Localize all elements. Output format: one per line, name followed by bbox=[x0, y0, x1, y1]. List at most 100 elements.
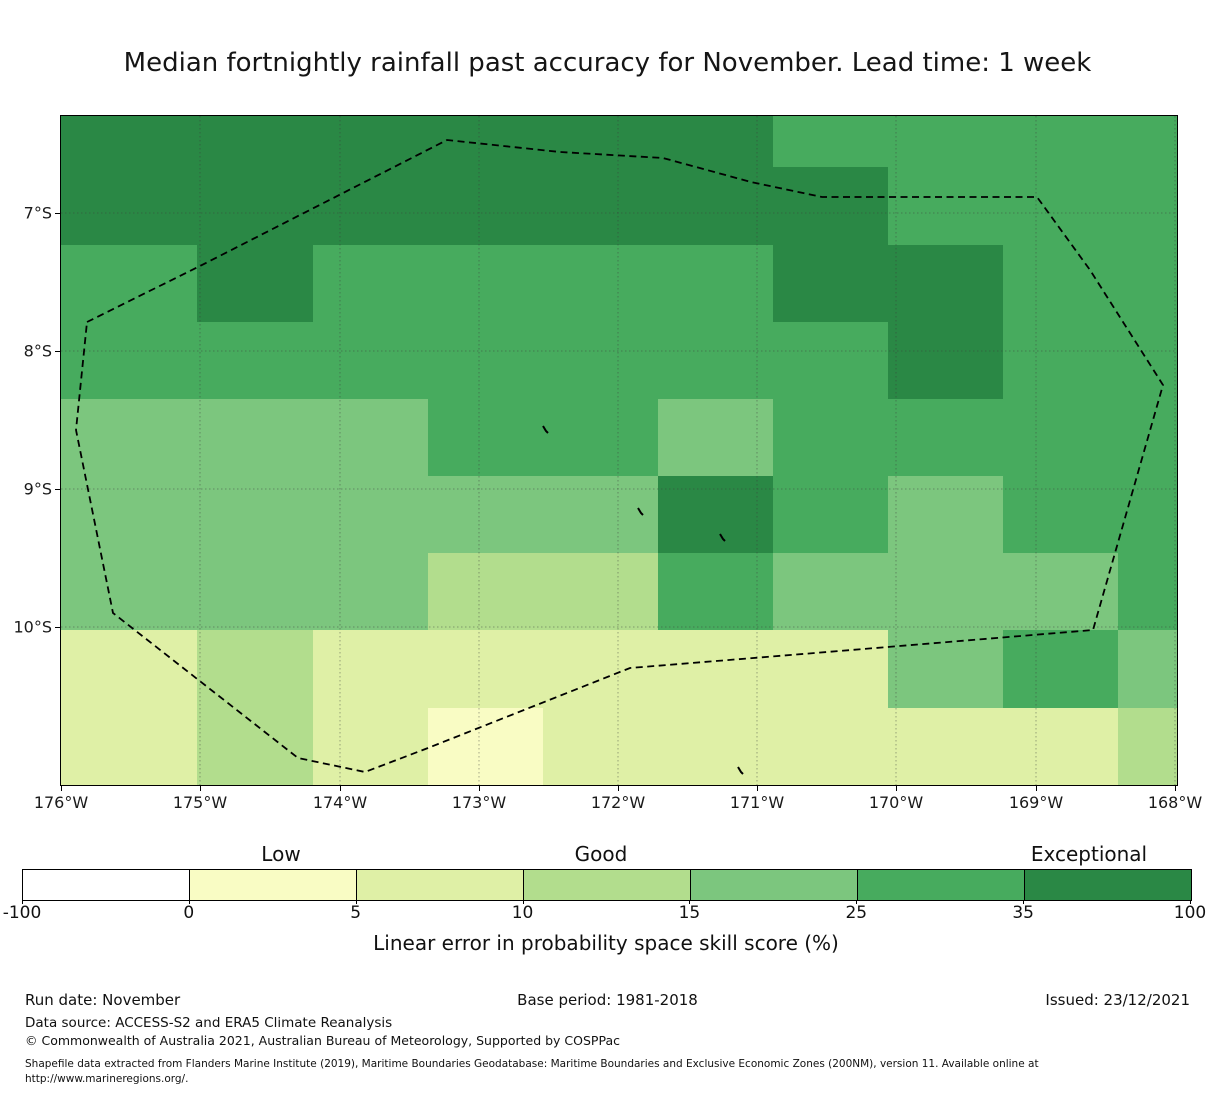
map-cell bbox=[197, 630, 314, 709]
map-cell bbox=[888, 322, 1004, 400]
map-cell bbox=[428, 708, 544, 785]
x-axis-tick-label: 169°W bbox=[1008, 793, 1064, 812]
map-cell bbox=[888, 245, 1004, 323]
colorbar-tick-mark bbox=[188, 900, 190, 904]
map-cell bbox=[197, 322, 314, 400]
map-cell bbox=[1118, 708, 1177, 785]
map-cell bbox=[61, 553, 198, 631]
map-cell bbox=[428, 245, 544, 323]
map-cell bbox=[773, 630, 889, 709]
y-axis-tick-mark bbox=[55, 351, 60, 352]
x-axis-tick-mark bbox=[61, 786, 62, 791]
colorbar-tick-label: 15 bbox=[678, 903, 701, 923]
map-cell bbox=[773, 553, 889, 631]
x-axis-tick-mark bbox=[1175, 786, 1176, 791]
y-axis-tick-mark bbox=[55, 627, 60, 628]
x-axis-tick-mark bbox=[1036, 786, 1037, 791]
map-cell bbox=[61, 708, 198, 785]
map-cell bbox=[61, 399, 198, 477]
colorbar-segment bbox=[858, 870, 1025, 900]
map-cell bbox=[428, 630, 544, 709]
colorbar-tick-mark bbox=[1023, 900, 1025, 904]
map-cell bbox=[1118, 476, 1177, 554]
colorbar-tick-mark bbox=[522, 900, 524, 904]
map-cell bbox=[313, 167, 429, 246]
map-cell bbox=[658, 553, 774, 631]
map-cell bbox=[888, 399, 1004, 477]
colorbar-segment bbox=[190, 870, 357, 900]
map-cell bbox=[888, 708, 1004, 785]
x-axis-tick-label: 172°W bbox=[590, 793, 646, 812]
map-cell bbox=[773, 245, 889, 323]
map-overlay bbox=[61, 116, 1177, 785]
eez-boundary bbox=[75, 139, 1164, 773]
map-cell bbox=[61, 167, 198, 246]
map-cell bbox=[888, 167, 1004, 246]
colorbar-axis-title: Linear error in probability space skill … bbox=[373, 931, 839, 955]
map-cell bbox=[658, 708, 774, 785]
y-axis-tick-label: 7°S bbox=[23, 203, 52, 223]
colorbar-segment bbox=[1025, 870, 1191, 900]
x-axis-tick-label: 174°W bbox=[312, 793, 368, 812]
colorbar-category-label: Exceptional bbox=[1030, 842, 1148, 866]
x-axis-tick-label: 168°W bbox=[1147, 793, 1203, 812]
map-cell bbox=[197, 399, 314, 477]
map-cell bbox=[1118, 167, 1177, 246]
colorbar-tick-label: 25 bbox=[845, 903, 868, 923]
map-cell bbox=[61, 245, 198, 323]
map-cell bbox=[197, 708, 314, 785]
map-cell bbox=[428, 553, 544, 631]
colorbar-tick-mark bbox=[22, 900, 23, 904]
colorbar-tick-mark bbox=[355, 900, 357, 904]
x-axis-tick-label: 171°W bbox=[729, 793, 785, 812]
x-axis-tick-label: 173°W bbox=[451, 793, 507, 812]
map-cell bbox=[543, 322, 659, 400]
x-axis-tick-mark bbox=[479, 786, 480, 791]
map-cell bbox=[773, 322, 889, 400]
y-axis-tick-mark bbox=[55, 489, 60, 490]
map-cell bbox=[658, 630, 774, 709]
map-cell bbox=[428, 399, 544, 477]
map-cell bbox=[61, 116, 198, 168]
map-cell bbox=[658, 116, 774, 168]
map-cell bbox=[313, 708, 429, 785]
colorbar-tick-label: -100 bbox=[2, 903, 42, 923]
colorbar-tick-mark bbox=[856, 900, 858, 904]
x-axis-tick-label: 170°W bbox=[868, 793, 924, 812]
map-cell bbox=[773, 167, 889, 246]
map-frame bbox=[60, 115, 1178, 786]
x-axis-tick-mark bbox=[618, 786, 619, 791]
map-cell bbox=[1003, 708, 1119, 785]
y-axis-tick-label: 8°S bbox=[23, 341, 52, 361]
map-cell bbox=[1003, 116, 1119, 168]
page-title: Median fortnightly rainfall past accurac… bbox=[123, 48, 1092, 78]
x-axis-tick-mark bbox=[340, 786, 341, 791]
footer-issued: Issued: 23/12/2021 bbox=[1045, 991, 1190, 1009]
map-cell bbox=[1118, 245, 1177, 323]
map-cell bbox=[888, 553, 1004, 631]
map-cell bbox=[197, 553, 314, 631]
colorbar-segment bbox=[691, 870, 858, 900]
map-cell bbox=[888, 630, 1004, 709]
colorbar-segment bbox=[357, 870, 524, 900]
footer-shapefile-note: Shapefile data extracted from Flanders M… bbox=[25, 1058, 1039, 1086]
map-cell bbox=[888, 116, 1004, 168]
map-cell bbox=[773, 399, 889, 477]
y-axis-tick-label: 9°S bbox=[23, 479, 52, 499]
island-mark bbox=[542, 425, 549, 434]
map-cell bbox=[658, 399, 774, 477]
x-axis-tick-label: 175°W bbox=[172, 793, 228, 812]
map-cell bbox=[658, 245, 774, 323]
map-cell bbox=[313, 630, 429, 709]
colorbar-tick-mark bbox=[689, 900, 691, 904]
footer-base-period: Base period: 1981-2018 bbox=[517, 991, 698, 1009]
map-cell bbox=[313, 553, 429, 631]
map-canvas bbox=[61, 116, 1177, 785]
map-cell bbox=[313, 245, 429, 323]
y-axis-tick-label: 10°S bbox=[13, 617, 52, 637]
map-cell bbox=[61, 630, 198, 709]
map-cell bbox=[1003, 167, 1119, 246]
map-cell bbox=[1118, 553, 1177, 631]
colorbar-tick-label: 35 bbox=[1012, 903, 1034, 923]
map-cell bbox=[1003, 399, 1119, 477]
